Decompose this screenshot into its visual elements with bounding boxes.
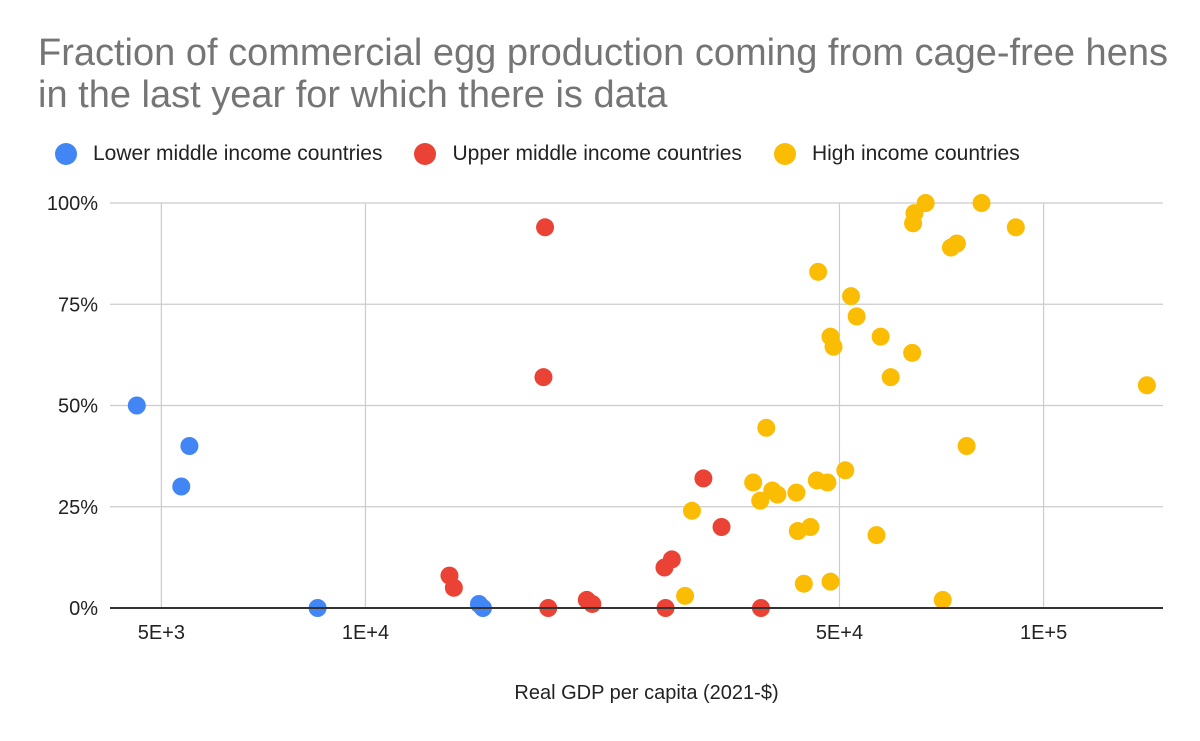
point-high-income[interactable] — [824, 337, 843, 356]
legend-marker-lower-middle — [55, 143, 77, 165]
y-axis-ticks: 0% 25% 50% 75% 100% — [47, 193, 98, 620]
point-high-income[interactable] — [957, 437, 976, 455]
point-high-income[interactable] — [836, 461, 855, 480]
point-high-income[interactable] — [682, 501, 701, 520]
legend-marker-upper-middle — [414, 143, 437, 165]
data-points — [127, 194, 1156, 617]
point-high-income[interactable] — [1006, 218, 1025, 237]
y-tick-label: 75% — [58, 294, 98, 316]
chart-title: Fraction of commercial egg production co… — [38, 32, 1168, 116]
gridlines — [110, 202, 1163, 608]
point-high-income[interactable] — [821, 572, 840, 591]
point-high-income[interactable] — [751, 491, 770, 510]
point-upper-middle-income[interactable] — [712, 518, 731, 536]
point-lower-middle-income[interactable] — [172, 477, 191, 496]
legend-label-high-income: High income countries — [811, 142, 1020, 165]
x-axis-title: Real GDP per capita (2021-$) — [514, 682, 778, 704]
legend-item-high-income[interactable]: High income countries — [773, 142, 1020, 166]
x-tick-label: 5E+3 — [138, 622, 185, 644]
legend-label-upper-middle: Upper middle income countries — [452, 142, 742, 165]
point-high-income[interactable] — [972, 194, 991, 212]
point-upper-middle-income[interactable] — [694, 469, 713, 488]
point-lower-middle-income[interactable] — [127, 396, 146, 415]
legend-item-lower-middle[interactable]: Lower middle income countries — [55, 142, 382, 166]
legend-label-lower-middle: Lower middle income countries — [93, 142, 383, 165]
point-high-income[interactable] — [787, 483, 806, 502]
point-high-income[interactable] — [881, 368, 900, 387]
x-tick-label: 1E+5 — [1020, 622, 1067, 644]
point-upper-middle-income[interactable] — [536, 218, 555, 237]
y-tick-label: 25% — [58, 497, 98, 519]
point-high-income[interactable] — [1137, 376, 1156, 395]
point-high-income[interactable] — [768, 485, 787, 504]
legend-marker-high-income — [773, 143, 796, 165]
legend-item-upper-middle[interactable]: Upper middle income countries — [414, 142, 742, 166]
y-tick-label: 100% — [47, 193, 98, 215]
point-high-income[interactable] — [947, 234, 966, 253]
x-tick-label: 5E+4 — [816, 622, 863, 644]
point-high-income[interactable] — [818, 473, 837, 492]
point-upper-middle-income[interactable] — [662, 550, 681, 569]
x-tick-label: 1E+4 — [342, 622, 389, 644]
point-high-income[interactable] — [867, 526, 886, 545]
point-high-income[interactable] — [794, 574, 813, 593]
point-high-income[interactable] — [842, 287, 861, 306]
legend: Lower middle income countries Upper midd… — [55, 139, 1052, 169]
point-lower-middle-income[interactable] — [180, 437, 199, 455]
point-high-income[interactable] — [676, 586, 695, 605]
point-high-income[interactable] — [904, 214, 923, 233]
point-upper-middle-income[interactable] — [444, 578, 463, 597]
point-high-income[interactable] — [871, 327, 890, 346]
y-tick-label: 0% — [69, 598, 98, 620]
point-high-income[interactable] — [847, 307, 866, 326]
point-high-income[interactable] — [809, 262, 828, 281]
point-upper-middle-income[interactable] — [534, 368, 553, 387]
y-tick-label: 50% — [58, 396, 98, 418]
x-axis-ticks: 5E+3 1E+4 5E+4 1E+5 — [138, 622, 1068, 644]
point-high-income[interactable] — [801, 518, 820, 536]
point-high-income[interactable] — [744, 473, 763, 492]
point-upper-middle-income[interactable] — [583, 594, 602, 613]
point-high-income[interactable] — [916, 194, 935, 212]
point-high-income[interactable] — [757, 418, 776, 437]
point-high-income[interactable] — [933, 590, 952, 609]
point-high-income[interactable] — [903, 343, 922, 362]
